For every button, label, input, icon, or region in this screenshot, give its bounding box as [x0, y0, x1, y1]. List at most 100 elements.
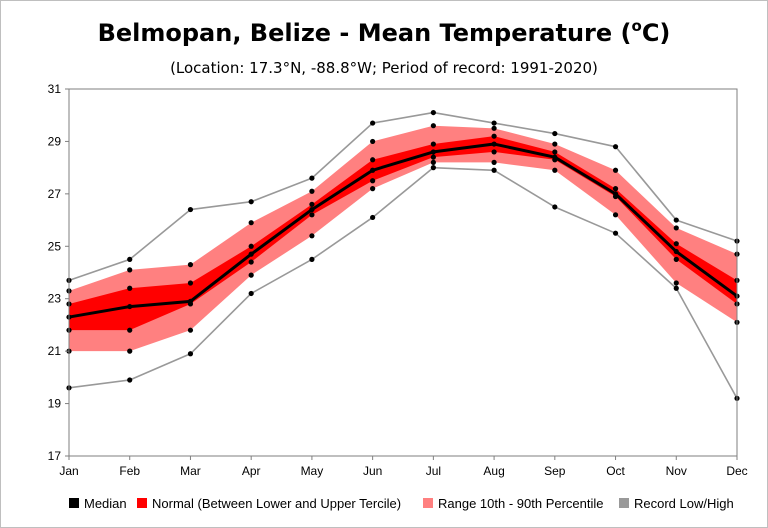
x-tick-label: Apr — [242, 464, 261, 478]
upper-tercile-point — [673, 241, 679, 247]
upper-tercile-point — [248, 243, 254, 249]
lower-tercile-point — [673, 256, 679, 262]
median-line — [68, 142, 738, 319]
legend-swatch-tercile — [137, 498, 147, 508]
legend-label-tercile: Normal (Between Lower and Upper Tercile) — [152, 496, 401, 511]
record-high-point — [127, 256, 133, 262]
lower-tercile-point — [430, 154, 436, 160]
plot-area-frame — [68, 88, 738, 457]
x-tick-label: Sep — [544, 464, 566, 478]
y-tick-label: 29 — [48, 134, 62, 148]
record-high-point — [187, 206, 194, 213]
median-point — [491, 141, 497, 147]
y-tick-label: 31 — [48, 82, 62, 96]
y-tick-label: 21 — [48, 344, 62, 358]
10th-percentile-point — [309, 233, 315, 239]
lower-tercile-point — [370, 178, 376, 184]
lower-tercile-point — [309, 212, 315, 218]
90th-percentile-point — [187, 262, 194, 268]
upper-tercile-point — [309, 201, 315, 207]
x-tick-label: Dec — [726, 464, 747, 478]
percentile-band — [69, 125, 737, 352]
upper-tercile-point — [552, 149, 558, 155]
legend-label-median: Median — [84, 496, 127, 511]
chart-title: Belmopan, Belize - Mean Temperature (oC) — [98, 17, 671, 47]
10th-percentile-point — [430, 159, 436, 165]
90th-percentile-point — [370, 138, 376, 145]
chart-title-superscript: o — [632, 17, 642, 35]
legend: Median Normal (Between Lower and Upper Te… — [69, 496, 734, 511]
x-tick-label: Oct — [606, 464, 625, 478]
record-high-point — [248, 199, 254, 205]
record-low-point — [612, 230, 619, 236]
record-high-line — [68, 111, 738, 282]
record-low-line — [68, 166, 738, 399]
10th-percentile-point — [612, 212, 619, 218]
10th-percentile-point — [127, 348, 133, 354]
legend-label-percentile: Range 10th - 90th Percentile — [438, 496, 604, 511]
record-high-point — [370, 120, 376, 126]
upper-tercile-point — [612, 186, 619, 192]
median-point — [430, 149, 436, 155]
upper-tercile-point — [370, 157, 376, 163]
median-point — [370, 167, 376, 173]
x-tick-label: Jun — [363, 464, 382, 478]
upper-tercile-point — [491, 133, 497, 139]
record-low-point — [430, 165, 436, 171]
record-high-point — [552, 130, 558, 137]
legend-item-median: Median — [69, 496, 127, 511]
record-low-point — [552, 204, 558, 210]
y-tick-label: 17 — [48, 449, 62, 463]
chart-title-suffix: C) — [642, 19, 671, 47]
lower-tercile-point — [248, 259, 254, 265]
record-low-point — [248, 290, 254, 297]
10th-percentile-point — [187, 327, 194, 333]
10th-percentile-point — [491, 159, 497, 165]
record-low-point — [127, 377, 133, 383]
record-low-point — [673, 285, 679, 291]
10th-percentile-point — [552, 167, 558, 173]
upper-tercile-point — [187, 280, 194, 286]
10th-percentile-point — [370, 186, 376, 192]
record-high-point — [612, 144, 619, 150]
lower-tercile-point — [552, 157, 558, 163]
record-high-point — [491, 120, 497, 126]
90th-percentile-point — [127, 267, 133, 273]
lower-tercile-point — [491, 149, 497, 155]
y-tick-label: 27 — [48, 187, 62, 201]
10th-percentile-point — [248, 272, 254, 278]
record-low-point — [491, 167, 497, 173]
legend-swatch-percentile — [423, 498, 433, 508]
upper-tercile-point — [127, 285, 133, 291]
90th-percentile-point — [491, 125, 497, 131]
legend-item-tercile: Normal (Between Lower and Upper Tercile) — [137, 496, 401, 511]
x-tick-label: Mar — [180, 464, 201, 478]
legend-item-record: Record Low/High — [619, 496, 734, 511]
90th-percentile-point — [430, 123, 436, 129]
x-tick-label: May — [301, 464, 324, 478]
record-high-point — [673, 217, 679, 223]
record-high-point — [430, 109, 436, 116]
record-low-point — [187, 351, 194, 357]
chart-subtitle: (Location: 17.3°N, -88.8°W; Period of re… — [170, 59, 598, 77]
90th-percentile-point — [673, 225, 679, 231]
x-tick-label: Feb — [119, 464, 140, 478]
x-tick-label: Aug — [483, 464, 504, 478]
x-tick-label: Nov — [666, 464, 687, 478]
legend-swatch-record — [619, 498, 629, 508]
legend-label-record: Record Low/High — [634, 496, 734, 511]
90th-percentile-point — [248, 220, 254, 226]
y-tick-label: 23 — [48, 292, 62, 306]
lower-tercile-point — [127, 327, 133, 333]
tercile-band — [69, 136, 737, 331]
x-tick-label: Jan — [59, 464, 78, 478]
y-tick-label: 19 — [48, 397, 62, 411]
upper-tercile-point — [430, 141, 436, 147]
record-low-point — [370, 214, 376, 221]
y-tick-label: 25 — [48, 239, 62, 253]
bands-layer — [69, 125, 737, 352]
axes-layer: 17 19 21 23 25 27 29 31 Jan Feb Mar Apr May Jun Jul Aug… — [48, 82, 748, 478]
10th-percentile-point — [673, 280, 679, 286]
